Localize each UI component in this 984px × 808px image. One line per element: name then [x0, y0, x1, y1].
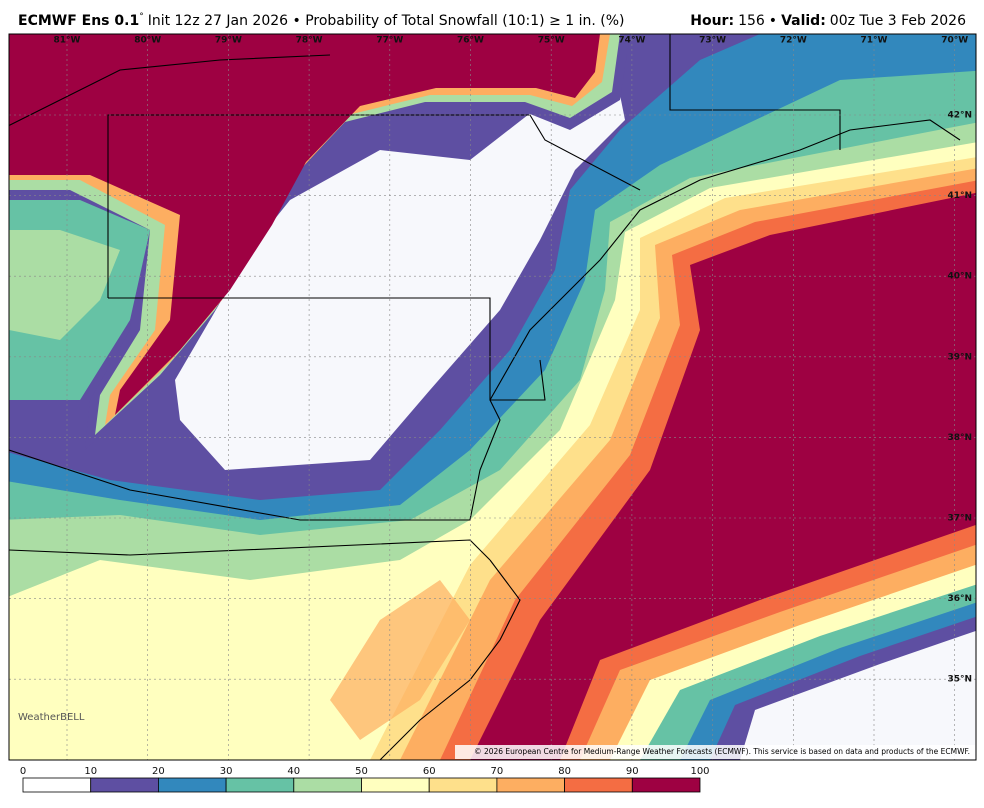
- longitude-label: 71°W: [861, 36, 888, 46]
- border: [379, 559, 521, 760]
- latitude-label: 36°N: [947, 594, 972, 604]
- colorbar-tick-label: 90: [626, 766, 639, 777]
- colorbar-tick-label: 70: [491, 766, 504, 777]
- longitude-label: 72°W: [780, 36, 807, 46]
- longitude-label: 76°W: [457, 36, 484, 46]
- header-right: Hour: 156 • Valid: 00z Tue 3 Feb 2026: [690, 13, 966, 29]
- logo: WeatherBELL: [18, 712, 85, 723]
- border: [9, 449, 470, 521]
- colorbar-tick-label: 20: [152, 766, 165, 777]
- graticule: [9, 34, 976, 760]
- valid: 00z Tue 3 Feb 2026: [830, 13, 966, 29]
- latitude-label: 41°N: [947, 191, 972, 201]
- colorbar-segment: [631, 777, 701, 793]
- colorbar-tick-label: 100: [690, 766, 709, 777]
- colorbar: 0 10 20 30 40 50 60 70 80 90 100: [20, 766, 710, 793]
- colorbar-segment: [225, 777, 295, 793]
- border: [669, 34, 841, 150]
- latitude-label: 35°N: [947, 675, 972, 685]
- colorbar-segment: [293, 777, 362, 793]
- border: [9, 54, 331, 127]
- map-area: [9, 34, 976, 760]
- colorbar-segment: [22, 777, 92, 793]
- copyright-bg: [455, 745, 975, 759]
- valid-label: Valid:: [781, 13, 826, 29]
- colorbar-tick-label: 10: [84, 766, 97, 777]
- field: [9, 34, 600, 415]
- colorbar-segment: [157, 777, 227, 793]
- field: [9, 230, 120, 340]
- colorbar-tick-label: 30: [220, 766, 233, 777]
- field: [330, 580, 470, 740]
- hour: 156: [738, 13, 765, 29]
- colorbar-tick-label: 60: [423, 766, 436, 777]
- hour-label: Hour:: [690, 13, 734, 29]
- latitude-label: 42°N: [947, 111, 972, 121]
- longitude-label: 74°W: [618, 36, 645, 46]
- colorbar-tick-label: 50: [355, 766, 368, 777]
- separator: •: [769, 13, 777, 29]
- longitude-label: 78°W: [296, 36, 323, 46]
- longitude-label: 81°W: [54, 36, 81, 46]
- border: [9, 539, 491, 561]
- colorbar-tick-label: 40: [287, 766, 300, 777]
- colorbar-segment: [428, 777, 498, 793]
- colorbar-tick-label: 0: [20, 766, 26, 777]
- latitude-label: 40°N: [947, 272, 972, 282]
- colorbar-segment: [496, 777, 565, 793]
- longitude-label: 75°W: [538, 36, 565, 46]
- longitude-label: 77°W: [376, 36, 403, 46]
- field: [175, 90, 625, 470]
- longitude-label: 73°W: [699, 36, 726, 46]
- latitude-label: 38°N: [947, 433, 972, 443]
- longitude-label: 70°W: [941, 36, 968, 46]
- header-left: ECMWF Ens 0.1° Init 12z 27 Jan 2026 • Pro…: [18, 12, 625, 30]
- longitude-label: 80°W: [134, 36, 161, 46]
- colorbar-segment: [564, 777, 633, 793]
- degree: °: [139, 12, 144, 22]
- colorbar-segment: [361, 777, 430, 793]
- model-name: ECMWF Ens 0.1: [18, 13, 139, 29]
- latitude-label: 37°N: [947, 514, 972, 524]
- copyright: © 2026 European Centre for Medium-Range …: [474, 747, 970, 756]
- description: Init 12z 27 Jan 2026 • Probability of To…: [148, 13, 625, 29]
- colorbar-tick-label: 80: [558, 766, 571, 777]
- colorbar-segment: [90, 777, 159, 793]
- latitude-label: 39°N: [947, 352, 972, 362]
- longitude-label: 79°W: [215, 36, 242, 46]
- field: [740, 630, 976, 760]
- border: [469, 119, 961, 521]
- map-frame: [8, 33, 977, 761]
- coordinate-labels: 81°W 80°W 79°W 78°W 77°W 76°W 75°W 74°W 73°W 72°W…: [54, 36, 972, 685]
